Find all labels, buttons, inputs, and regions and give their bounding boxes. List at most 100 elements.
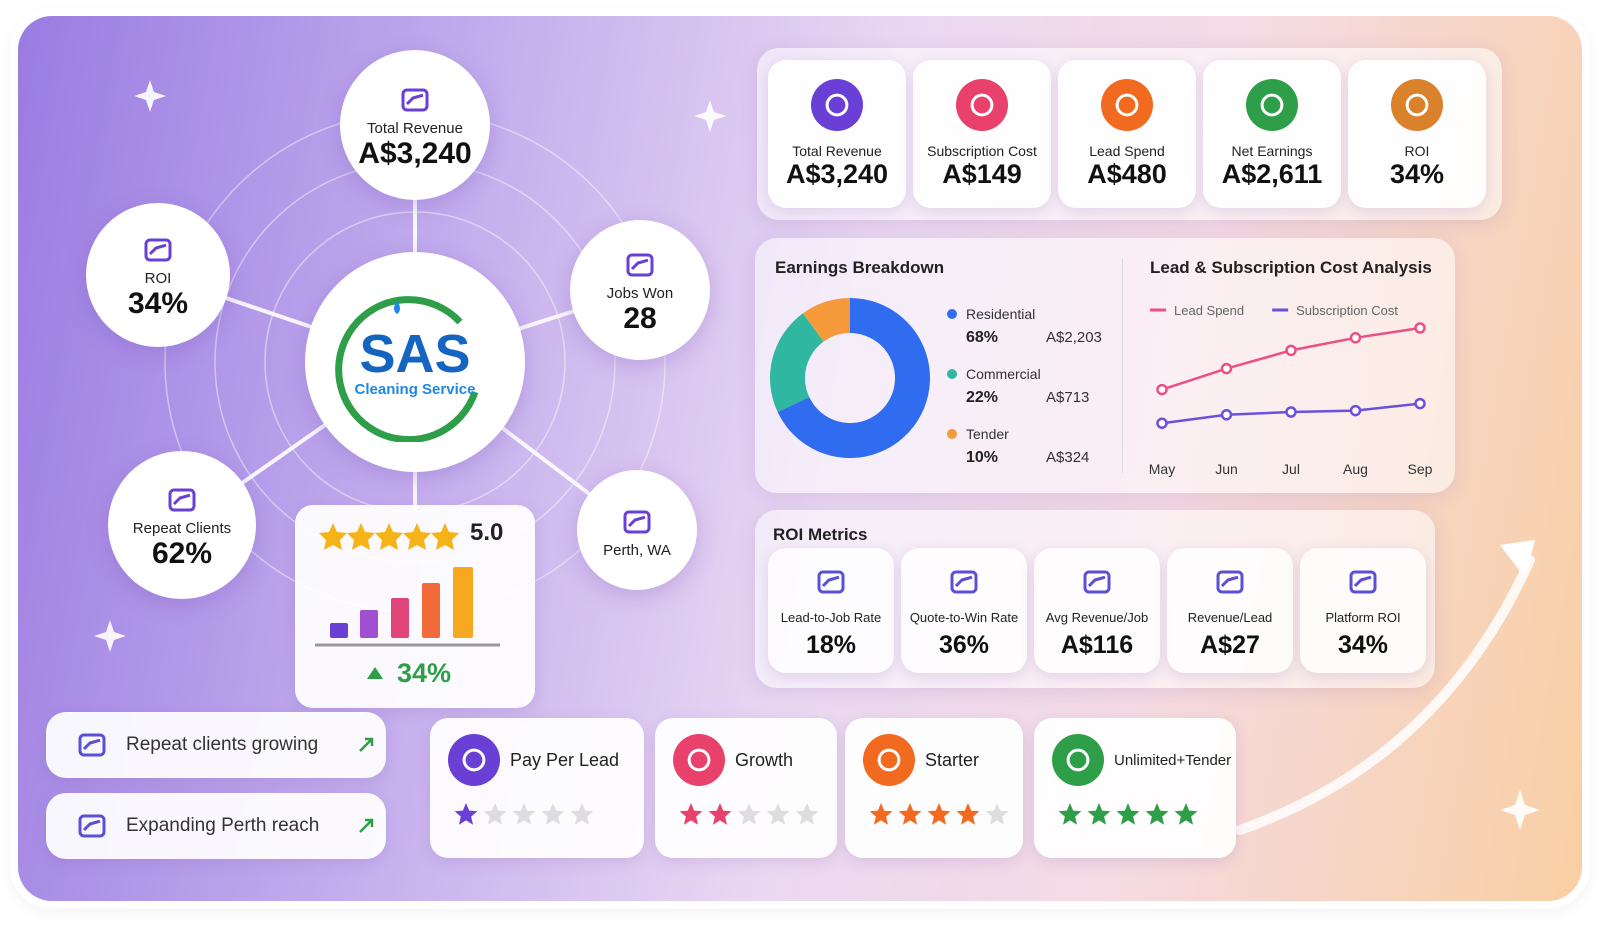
- icon: [1052, 734, 1104, 786]
- star-filled: [1174, 803, 1198, 825]
- kpi-card: Lead Spend A$480: [1058, 60, 1196, 208]
- hub-node: ROI 34%: [86, 203, 230, 347]
- roi-value: A$27: [1200, 630, 1260, 659]
- icon: [817, 570, 845, 593]
- star-filled: [1087, 803, 1111, 825]
- roi-value: 34%: [1337, 630, 1389, 659]
- plan-card: Pay Per Lead: [430, 718, 644, 858]
- icon-shape: [401, 88, 429, 111]
- logo: SAS Cleaning Service: [305, 252, 525, 472]
- roi-value: 36%: [938, 630, 990, 659]
- arrow-icon: [359, 818, 374, 833]
- node-value: 62%: [151, 536, 213, 570]
- star-filled: [708, 803, 732, 825]
- plan-head: Starter: [863, 734, 1023, 786]
- note-text: Expanding Perth reach: [126, 815, 320, 836]
- icon-core: [687, 748, 711, 772]
- arrow: [359, 737, 374, 752]
- plan-name: Pay Per Lead: [510, 749, 620, 770]
- roi-value: A$116: [1060, 630, 1134, 659]
- logo-title: SAS: [359, 323, 471, 384]
- star-empty: [737, 803, 761, 825]
- plan-head: Unlimited+Tender: [1052, 734, 1236, 786]
- icon-stroke: [954, 575, 973, 587]
- rating-card: 5.0 34%: [295, 505, 535, 708]
- kpi-label: Subscription Cost: [927, 142, 1037, 159]
- icon-stroke: [148, 243, 167, 255]
- icon-shape: [950, 570, 978, 593]
- node-label: Total Revenue: [367, 119, 463, 137]
- arrow: [359, 818, 374, 833]
- roi-value: 18%: [805, 630, 857, 659]
- icon: [623, 510, 651, 533]
- kpi-card: Total Revenue A$3,240: [768, 60, 906, 208]
- icon: [78, 733, 106, 757]
- logo-ring: [335, 296, 479, 442]
- icon: [1083, 570, 1111, 593]
- node-value: 34%: [127, 286, 189, 320]
- plan-head: Pay Per Lead: [448, 734, 644, 786]
- icon-disc: [1246, 78, 1298, 131]
- plan-stars: [454, 803, 594, 825]
- kpi-card: Subscription Cost A$149: [913, 60, 1051, 208]
- icon: [78, 814, 106, 838]
- rating-growth: 34%: [397, 658, 452, 688]
- icon-stroke: [821, 575, 840, 587]
- note-pill: Repeat clients growing: [46, 712, 386, 778]
- icon-shape: [78, 814, 106, 838]
- icon: [401, 88, 429, 111]
- kpi-value: A$480: [1087, 158, 1167, 189]
- node-label: Repeat Clients: [132, 519, 232, 537]
- icon-stroke: [1087, 575, 1106, 587]
- kpi-card: Net Earnings A$2,611: [1203, 60, 1341, 208]
- star-filled: [956, 803, 980, 825]
- roi-label: Avg Revenue/Job: [1045, 609, 1149, 625]
- plan-card: Starter: [845, 718, 1023, 858]
- plan-name: Unlimited+Tender: [1114, 751, 1232, 769]
- icon-disc: [673, 734, 725, 786]
- node-label: Jobs Won: [606, 284, 674, 302]
- star-filled: [679, 803, 703, 825]
- roi-card: Avg Revenue/Job A$116: [1034, 548, 1160, 673]
- icon: [1216, 570, 1244, 593]
- plan-card: Unlimited+Tender: [1034, 718, 1236, 858]
- kpi-value: A$149: [942, 158, 1022, 189]
- star-filled: [454, 803, 478, 825]
- kpi-value: A$3,240: [785, 158, 889, 189]
- star-empty: [985, 803, 1009, 825]
- icon: [1391, 78, 1443, 131]
- icon-core: [462, 748, 486, 772]
- plan-head: Growth: [673, 734, 837, 786]
- icon: [1246, 78, 1298, 131]
- star-empty: [570, 803, 594, 825]
- plan-card: Growth: [655, 718, 837, 858]
- icon-shape: [1083, 570, 1111, 593]
- node-label: ROI: [144, 269, 172, 287]
- note-pill: Expanding Perth reach: [46, 793, 386, 859]
- roi-card: Lead-to-Job Rate 18%: [768, 548, 894, 673]
- icon: [1349, 570, 1377, 593]
- icon-stroke: [82, 819, 101, 832]
- icon-core: [1115, 93, 1139, 116]
- hub-node: Total Revenue A$3,240: [340, 50, 490, 200]
- icon-shape: [144, 238, 172, 261]
- plan-name: Starter: [925, 749, 980, 770]
- note-text: Repeat clients growing: [126, 734, 319, 755]
- icon-shape: [623, 510, 651, 533]
- icon-core: [1260, 93, 1284, 116]
- icon-stroke: [1353, 575, 1372, 587]
- plan-name: Growth: [735, 749, 794, 770]
- roi-label: Platform ROI: [1325, 609, 1401, 625]
- plan-stars: [869, 803, 1009, 825]
- icon-disc: [1052, 734, 1104, 786]
- star-filled: [1145, 803, 1169, 825]
- roi-label: Revenue/Lead: [1187, 609, 1273, 625]
- kpi-label: Net Earnings: [1231, 142, 1313, 159]
- star-empty: [766, 803, 790, 825]
- icon: [956, 78, 1008, 131]
- icon: [950, 570, 978, 593]
- icon-disc: [1101, 78, 1153, 131]
- arrow-icon: [359, 737, 374, 752]
- icon-stroke: [172, 493, 191, 505]
- star-filled: [927, 803, 951, 825]
